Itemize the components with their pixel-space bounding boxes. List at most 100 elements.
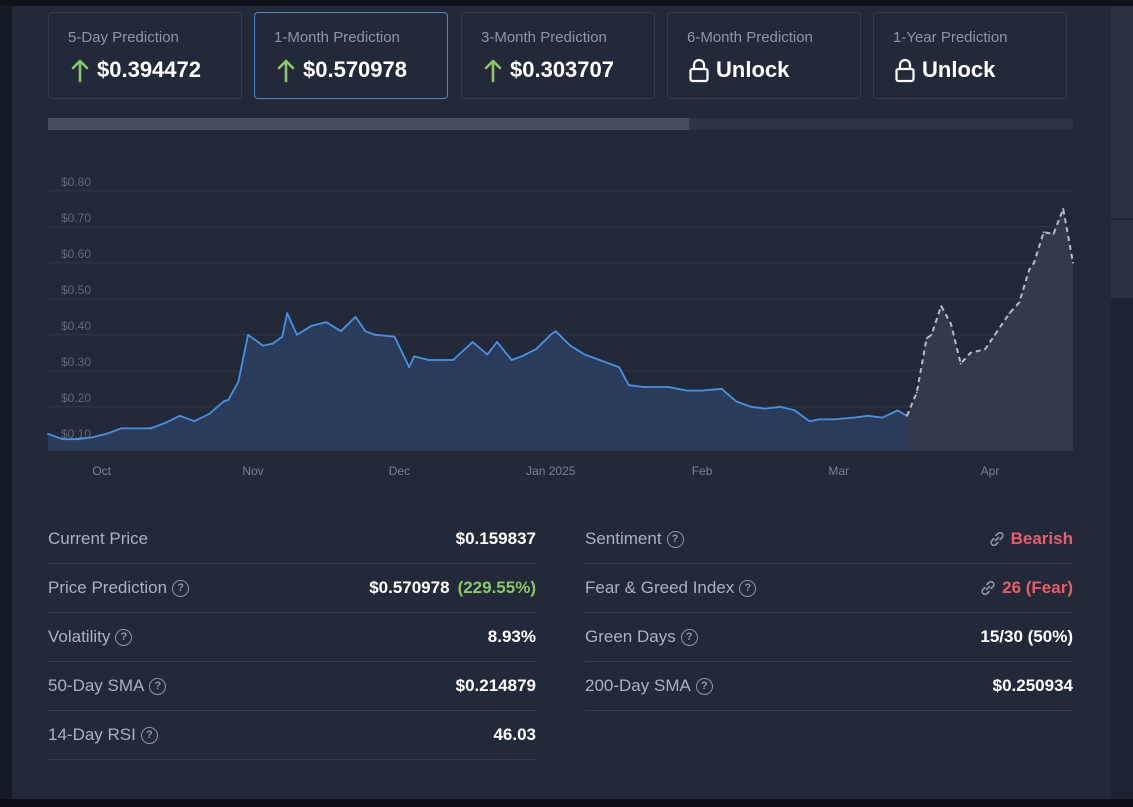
card-title: 6-Month Prediction <box>687 29 813 46</box>
card-5-day[interactable]: 5-Day Prediction $0.394472 <box>48 12 242 99</box>
prediction-point <box>969 351 972 354</box>
help-icon[interactable]: ? <box>695 677 713 695</box>
history-point <box>627 384 630 387</box>
stat-row: 200-Day SMA? $0.250934 <box>585 662 1073 711</box>
history-point <box>120 427 123 430</box>
stat-label: 50-Day SMA? <box>48 676 167 696</box>
card-3-month[interactable]: 3-Month Prediction $0.303707 <box>461 12 655 99</box>
stat-row: Current Price $0.159837 <box>48 515 536 564</box>
history-point <box>867 414 869 417</box>
stat-value-text: 46.03 <box>493 725 536 744</box>
prediction-point <box>1028 269 1030 271</box>
history-point <box>340 330 342 333</box>
history-point <box>808 420 811 423</box>
history-point <box>554 330 557 333</box>
history-point <box>364 330 367 333</box>
stat-label-text: Green Days <box>585 627 676 646</box>
card-6-month[interactable]: 6-Month Prediction Unlock <box>667 12 861 99</box>
prediction-cards: 5-Day Prediction $0.394472 1-Month Predi… <box>48 12 1068 99</box>
history-point <box>642 386 645 388</box>
prediction-point <box>950 323 952 325</box>
stat-label: Price Prediction? <box>48 578 190 598</box>
stat-value-text: $0.159837 <box>455 529 536 548</box>
stat-value: $0.214879 <box>456 676 536 696</box>
help-icon[interactable]: ? <box>172 579 190 597</box>
stat-value: $0.570978 (229.55%) <box>369 578 536 598</box>
card-value-text: Unlock <box>716 57 790 82</box>
stat-label: Volatility? <box>48 627 133 647</box>
prediction-point <box>994 333 996 336</box>
prediction-point <box>940 305 943 307</box>
card-value: $0.394472 <box>69 56 201 84</box>
stat-value: $0.159837 <box>456 529 536 549</box>
card-1-year[interactable]: 1-Year Prediction Unlock <box>873 12 1067 99</box>
lock-icon <box>895 58 915 83</box>
prediction-point <box>1033 261 1035 264</box>
stat-row: Sentiment? Bearish <box>585 515 1073 564</box>
prediction-point <box>984 348 986 351</box>
x-tick-label: Feb <box>692 464 713 478</box>
history-point <box>452 359 454 361</box>
history-point <box>247 333 250 336</box>
bottom-strip <box>0 799 1133 807</box>
history-point <box>618 366 620 369</box>
stat-value[interactable]: Bearish <box>988 529 1073 549</box>
stat-row: Green Days? 15/30 (50%) <box>585 613 1073 662</box>
help-icon[interactable]: ? <box>680 628 698 646</box>
history-point <box>584 353 586 356</box>
stat-label-text: 200-Day SMA <box>585 676 691 695</box>
card-value-text: Unlock <box>922 57 996 82</box>
history-point <box>764 407 767 410</box>
history-point <box>496 341 498 343</box>
help-icon[interactable]: ? <box>115 628 133 646</box>
y-tick-label: $0.80 <box>61 175 91 189</box>
y-tick-label: $0.70 <box>61 211 91 225</box>
prediction-point <box>1062 207 1065 210</box>
history-point <box>237 380 240 383</box>
help-icon[interactable]: ? <box>666 530 684 548</box>
history-point <box>569 344 572 347</box>
prediction-line <box>906 207 1074 417</box>
card-title: 5-Day Prediction <box>68 29 179 46</box>
scrollbar-thumb[interactable] <box>1111 6 1133 298</box>
stat-label-text: 14-Day RSI <box>48 725 136 744</box>
stat-label: Green Days? <box>585 627 698 647</box>
stat-value-text: Bearish <box>1010 529 1073 548</box>
history-point <box>61 438 64 441</box>
card-1-month[interactable]: 1-Month Prediction $0.570978 <box>254 12 448 99</box>
prediction-area <box>907 208 1073 450</box>
history-point <box>720 387 723 390</box>
history-area <box>48 313 907 450</box>
stat-label: 200-Day SMA? <box>585 676 713 696</box>
stat-change-percent: (229.55%) <box>457 578 536 597</box>
y-tick-label: $0.20 <box>61 391 91 405</box>
history-point <box>76 438 79 441</box>
card-title: 1-Month Prediction <box>274 29 400 46</box>
stat-label: Sentiment? <box>585 529 684 549</box>
history-point <box>354 315 357 318</box>
help-icon[interactable]: ? <box>149 677 167 695</box>
history-point <box>47 432 49 435</box>
history-point <box>667 386 669 388</box>
y-tick-label: $0.10 <box>61 427 91 441</box>
history-point <box>520 355 523 358</box>
scrollbar-divider <box>1111 218 1133 220</box>
stat-value[interactable]: 26 (Fear) <box>979 578 1073 598</box>
y-tick-label: $0.60 <box>61 247 91 261</box>
x-tick-label: Jan 2025 <box>526 464 576 478</box>
stat-label-text: Sentiment <box>585 529 662 548</box>
help-icon[interactable]: ? <box>140 726 158 744</box>
prediction-point <box>1072 261 1074 264</box>
history-point <box>413 355 415 358</box>
history-point <box>686 389 689 392</box>
help-icon[interactable]: ? <box>739 579 757 597</box>
card-title: 3-Month Prediction <box>481 29 607 46</box>
history-point <box>193 420 196 423</box>
history-point <box>105 432 108 435</box>
history-point <box>471 341 474 343</box>
up-arrow-icon <box>71 59 89 83</box>
stat-value-text: $0.570978 <box>369 578 450 597</box>
top-bar <box>0 0 1133 6</box>
stat-label: Current Price <box>48 529 148 549</box>
stat-value-text: $0.250934 <box>992 676 1073 695</box>
